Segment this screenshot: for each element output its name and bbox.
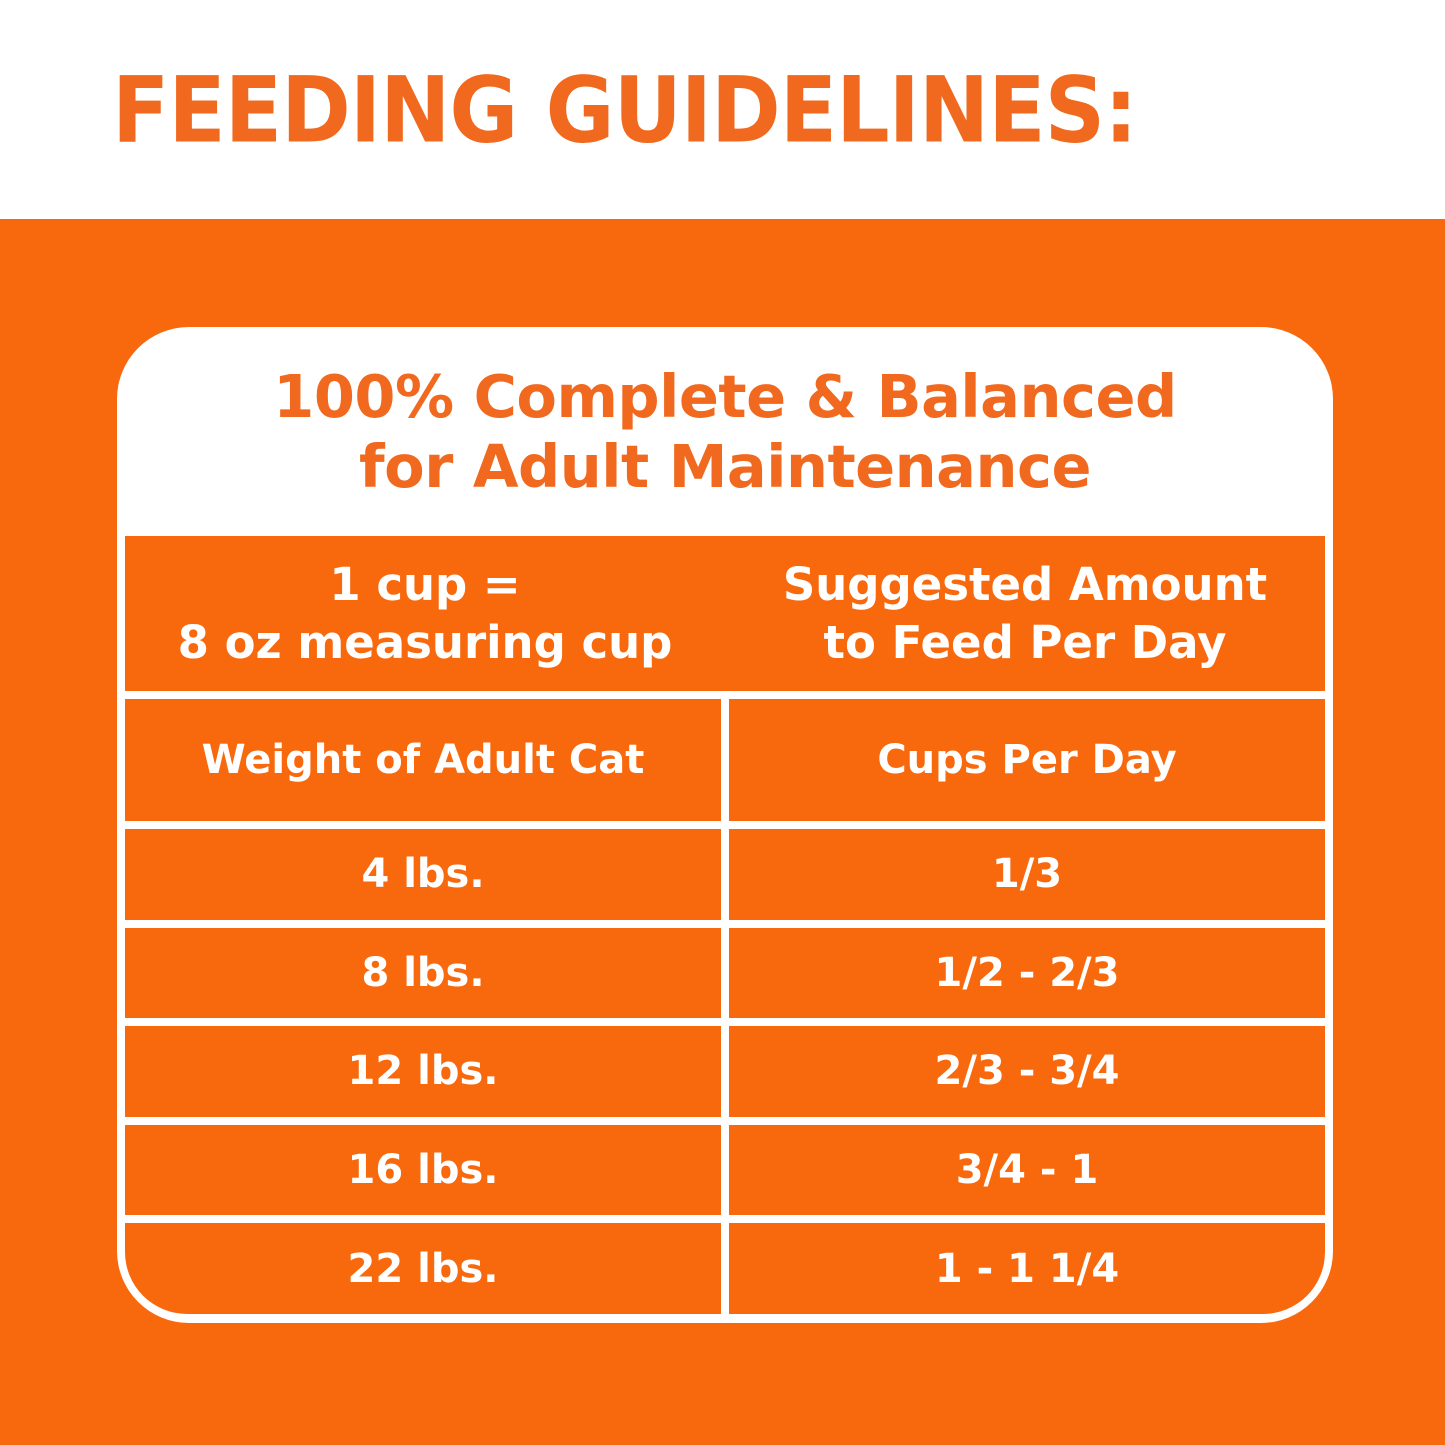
suggested-amount-line-2: to Feed Per Day [823, 615, 1227, 669]
weight-cell: 16 lbs. [125, 1124, 721, 1216]
cups-cell: 1 - 1 1/4 [729, 1223, 1325, 1314]
card-title: 100% Complete & Balanced for Adult Maint… [125, 327, 1325, 536]
cup-equivalence-header: 1 cup = 8 oz measuring cup [125, 536, 725, 691]
weight-cell: 12 lbs. [125, 1026, 721, 1117]
cup-equivalence-line-1: 1 cup = [329, 557, 521, 611]
suggested-amount-line-1: Suggested Amount [782, 557, 1268, 611]
table-column-header-row: Weight of Adult Cat Cups Per Day [125, 699, 1325, 821]
table-row: 12 lbs. 2/3 - 3/4 [125, 1026, 1325, 1117]
cups-cell: 1/3 [729, 829, 1325, 920]
card-title-line-1: 100% Complete & Balanced [273, 361, 1177, 431]
guidelines-card: 100% Complete & Balanced for Adult Maint… [117, 327, 1333, 1323]
page-header: FEEDING GUIDELINES: [0, 0, 1445, 219]
cups-cell: 3/4 - 1 [729, 1124, 1325, 1216]
page-title: FEEDING GUIDELINES: [112, 56, 1138, 163]
column-header-weight: Weight of Adult Cat [125, 699, 721, 821]
cup-equivalence-line-2: 8 oz measuring cup [177, 615, 673, 669]
card-title-line-2: for Adult Maintenance [359, 431, 1091, 501]
feeding-table: 1 cup = 8 oz measuring cup Suggested Amo… [125, 536, 1325, 1314]
column-header-cups: Cups Per Day [729, 699, 1325, 821]
weight-cell: 22 lbs. [125, 1223, 721, 1314]
weight-cell: 4 lbs. [125, 829, 721, 920]
weight-cell: 8 lbs. [125, 927, 721, 1019]
table-row: 8 lbs. 1/2 - 2/3 [125, 927, 1325, 1019]
suggested-amount-header: Suggested Amount to Feed Per Day [725, 536, 1325, 691]
orange-background: 100% Complete & Balanced for Adult Maint… [0, 219, 1445, 1445]
cups-cell: 2/3 - 3/4 [729, 1026, 1325, 1117]
table-units-header-row: 1 cup = 8 oz measuring cup Suggested Amo… [125, 536, 1325, 691]
table-row: 16 lbs. 3/4 - 1 [125, 1124, 1325, 1216]
table-row: 22 lbs. 1 - 1 1/4 [125, 1223, 1325, 1314]
cups-cell: 1/2 - 2/3 [729, 927, 1325, 1019]
table-row: 4 lbs. 1/3 [125, 829, 1325, 920]
